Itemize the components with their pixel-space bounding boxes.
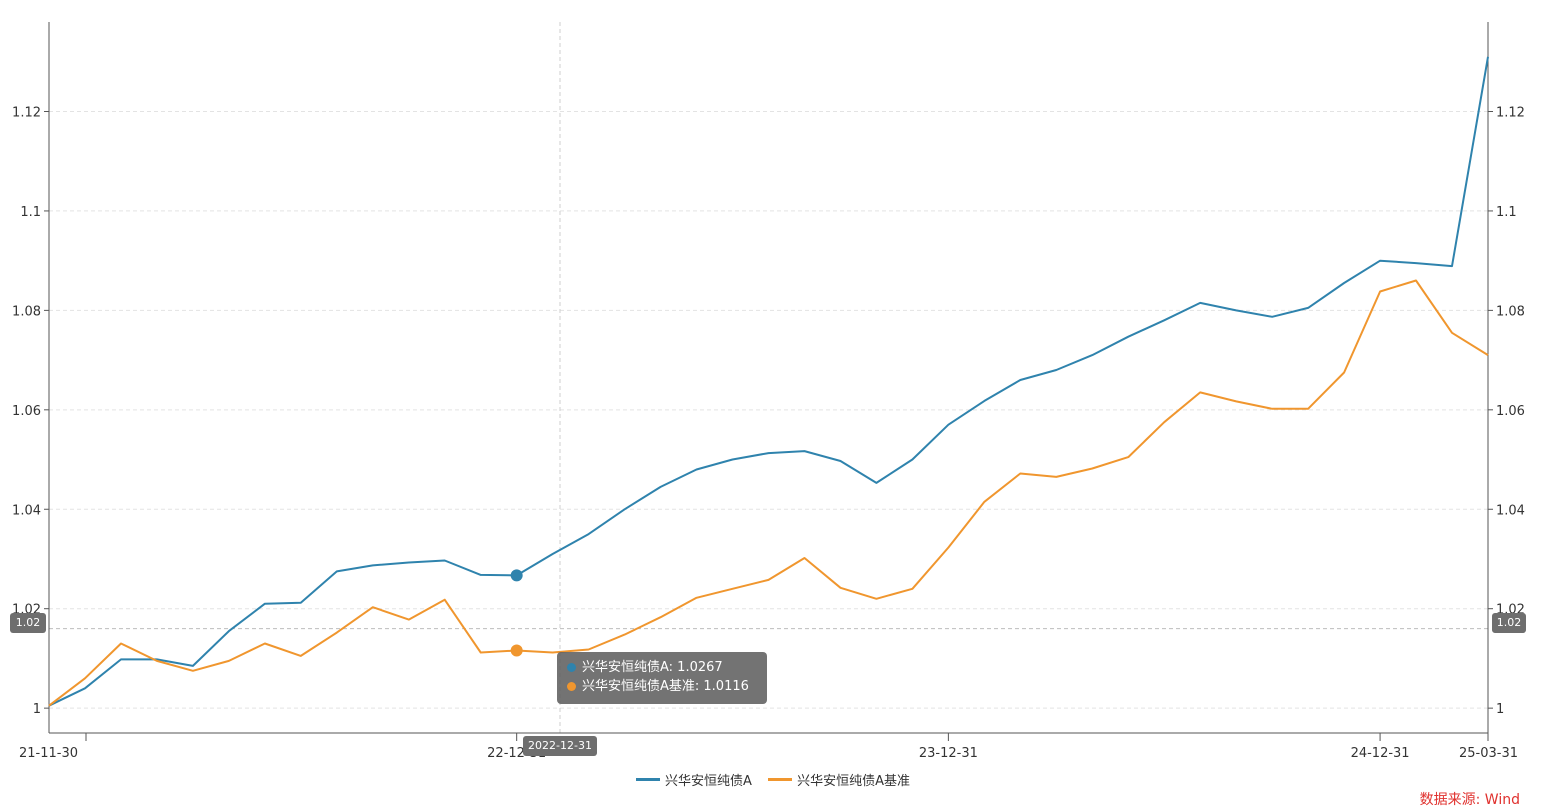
hover-point-0 (510, 569, 523, 582)
legend-item-benchmark[interactable]: 兴华安恒纯债A基准 (768, 770, 910, 789)
crosshair-y-label-right: 1.02 (1492, 613, 1526, 633)
axes (44, 22, 1493, 741)
x-tick-label: 24-12-31 (1351, 746, 1410, 761)
data-source: 数据来源: Wind (1419, 792, 1520, 808)
grid-lines (49, 22, 1488, 733)
legend-label-fund: 兴华安恒纯债A (665, 774, 752, 789)
y-tick-label-left: 1.12 (12, 105, 41, 120)
legend: 兴华安恒纯债A 兴华安恒纯债A基准 (0, 770, 1546, 789)
y-tick-label-right: 1.1 (1496, 205, 1517, 220)
tooltip-fund-value: 兴华安恒纯债A: 1.0267 (582, 660, 723, 675)
series-line-1 (48, 279, 1489, 707)
legend-item-fund[interactable]: 兴华安恒纯债A (636, 770, 752, 789)
x-tick-label: 21-11-30 (19, 746, 78, 761)
y-tick-label-left: 1.08 (12, 304, 41, 319)
legend-swatch-benchmark (768, 778, 793, 781)
tooltip-benchmark-value: 兴华安恒纯债A基准: 1.0116 (582, 679, 749, 694)
y-tick-label-left: 1 (33, 702, 41, 717)
y-tick-label-left: 1.1 (20, 205, 41, 220)
x-tick-label: 23-12-31 (919, 746, 978, 761)
crosshair-y-label-left: 1.02 (10, 613, 46, 633)
tooltip: 兴华安恒纯债A: 1.0267 兴华安恒纯债A基准: 1.0116 (557, 652, 767, 704)
hover-point-1 (510, 644, 523, 657)
legend-swatch-fund (636, 778, 661, 781)
y-tick-label-right: 1.06 (1496, 404, 1525, 419)
series-line-0 (48, 56, 1489, 707)
crosshair-x-label: 2022-12-31 (523, 736, 597, 756)
tooltip-row-fund: 兴华安恒纯债A: 1.0267 (567, 658, 757, 677)
tooltip-dot-benchmark (567, 682, 576, 691)
y-tick-label-left: 1.06 (12, 404, 41, 419)
series-lines (48, 56, 1489, 707)
legend-label-benchmark: 兴华安恒纯债A基准 (797, 774, 910, 789)
tick-labels: 1 1 1.02 1.02 1.04 1.04 1.06 1.06 1.08 1.08 1.1 1.1… (12, 105, 1525, 761)
y-tick-label-right: 1 (1496, 702, 1504, 717)
y-tick-label-left: 1.04 (12, 503, 41, 518)
y-tick-label-right: 1.04 (1496, 503, 1525, 518)
y-tick-label-right: 1.12 (1496, 105, 1525, 120)
tooltip-row-benchmark: 兴华安恒纯债A基准: 1.0116 (567, 677, 757, 696)
y-tick-label-right: 1.08 (1496, 304, 1525, 319)
tooltip-dot-fund (567, 663, 576, 672)
x-tick-label: 25-03-31 (1459, 746, 1518, 761)
